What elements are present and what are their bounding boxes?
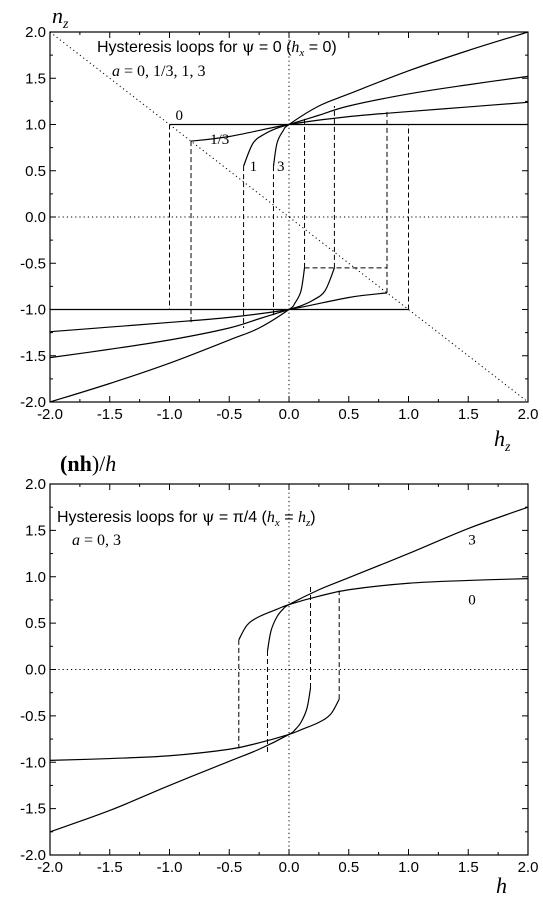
chart-bottom-ylabel-var: h [105,451,116,476]
chart-bottom-xlabel: h [496,873,507,898]
chart-bottom-title-prefix: Hysteresis loops for [57,509,202,526]
chart-bottom-x-tick-label-8: 2.0 [518,859,539,876]
chart-top-hysteresis-psi-0: -2.0 -1.5 -1.0 -0.5 0.0 0.5 1.0 1.5 2.0 2.0 1.5 1.0… [20,3,538,455]
chart-bottom-y-tick-label-6: -1.0 [20,754,46,771]
chart-bottom-y-tick-label-3: 0.5 [25,615,46,632]
chart-top-subtitle-values: = 0, 1/3, 1, 3 [120,63,205,80]
chart-bottom-ylabel: (nh)/h [60,451,116,476]
chart-top-y-tick-label-3: 0.5 [25,163,46,180]
chart-top-ylabel-var: n [52,3,63,28]
chart-bottom-title: Hysteresis loops for ψ = π/4 (hx = hz) [57,507,316,529]
chart-bottom-x-tick-label-6: 1.0 [398,859,419,876]
chart-bottom-title-hsub: x [274,517,280,529]
chart-top-title-hval: = 0) [304,39,336,56]
chart-top-series-1-lower-branch [49,292,388,333]
chart-bottom-y-tick-label-2: 1.0 [25,569,46,586]
chart-bottom-title-hvar2: h [298,509,306,526]
chart-top-subtitle: a = 0, 1/3, 1, 3 [112,63,205,80]
chart-top-x-tick-label-0: -2.0 [37,406,63,423]
chart-bottom-subtitle-var: a [72,532,80,549]
chart-top-series-3-upper-branch [272,31,529,167]
chart-top-y-tick-label-6: -1.0 [20,302,46,319]
chart-top-y-tick-label-2: 1.0 [25,117,46,134]
chart-top-title: Hysteresis loops for ψ = 0 (hx = 0) [97,37,337,59]
chart-top-xlabel-sub: z [504,440,511,455]
chart-top-series-2-lower-branch [49,267,335,359]
chart-top-title-hvar: h [291,39,299,56]
chart-bottom-y-tick-label-8: -2.0 [20,847,46,864]
chart-top-y-tick-label-1: 1.5 [25,70,46,87]
chart-top-xlabel-var: h [494,426,505,451]
chart-bottom-series-1-upper-branch [266,506,529,652]
chart-top-plot-area: -2.0 -1.5 -1.0 -0.5 0.0 0.5 1.0 1.5 2.0 2.0 1.5 1.0… [20,24,538,423]
chart-top-subtitle-var: a [112,63,120,80]
chart-top-series-2-upper-branch [243,75,529,167]
chart-bottom-title-hsub2: z [305,517,311,529]
chart-top-series-1-upper-branch [190,101,529,142]
chart-bottom-y-tick-label-0: 2.0 [25,476,46,493]
chart-top-title-psi-value: = 0 ( [254,39,292,56]
chart-top-y-tick-label-4: 0.0 [25,209,46,226]
chart-bottom-ylabel-open: ( [60,451,67,476]
chart-bottom-series-1-lower-branch [49,687,312,833]
chart-top-y-tick-label-7: -1.5 [20,348,46,365]
chart-top-curve-label-0: 0 [175,108,183,124]
chart-bottom-title-hvar: h [267,509,275,526]
chart-top-y-tick-label-0: 2.0 [25,24,46,41]
chart-bottom-title-psi: ψ [202,507,215,526]
chart-top-curve-label-3: 3 [277,159,285,175]
chart-top-x-tick-label-4: 0.0 [279,406,300,423]
chart-bottom-title-hval: = [280,509,298,526]
chart-top-title-prefix: Hysteresis loops for [97,39,242,56]
chart-bottom-y-tick-label-5: -0.5 [20,708,46,725]
chart-bottom-hysteresis-psi-pi-4: -2.0 -1.5 -1.0 -0.5 0.0 0.5 1.0 1.5 2.0 2.0 1.5 1.0… [20,451,538,898]
chart-top-x-tick-label-1: -1.5 [97,406,123,423]
chart-top-title-psi: ψ [242,37,255,56]
chart-bottom-x-tick-label-7: 1.5 [458,859,479,876]
chart-bottom-x-tick-label-5: 0.5 [338,859,359,876]
chart-top-x-tick-label-3: -0.5 [216,406,242,423]
chart-bottom-title-hend: ) [310,509,315,526]
chart-bottom-title-psi-value: = π/4 ( [214,509,267,526]
chart-bottom-series-0-lower-branch [49,698,340,761]
chart-bottom-xlabel-var: h [496,873,507,898]
chart-bottom-ylabel-close: )/ [92,451,106,476]
chart-top-series-3-lower-branch [49,267,306,403]
chart-bottom-y-tick-label-4: 0.0 [25,662,46,679]
chart-bottom-y-tick-label-7: -1.5 [20,801,46,818]
chart-top-title-hsub: x [298,47,304,59]
chart-top-x-tick-label-6: 1.0 [398,406,419,423]
chart-bottom-curve-label-0: 3 [468,532,476,548]
chart-bottom-x-tick-label-1: -1.5 [97,859,123,876]
chart-top-ylabel-sub: z [62,17,69,32]
chart-top-y-tick-label-8: -2.0 [20,394,46,411]
chart-bottom-x-tick-label-3: -0.5 [216,859,242,876]
chart-bottom-curve-label-1: 0 [468,593,476,609]
chart-top-xlabel: hz [494,426,511,455]
chart-top-x-tick-label-8: 2.0 [518,406,539,423]
chart-bottom-plot-area: -2.0 -1.5 -1.0 -0.5 0.0 0.5 1.0 1.5 2.0 2.0 1.5 1.0… [20,476,538,876]
chart-bottom-x-tick-label-0: -2.0 [37,859,63,876]
chart-bottom-x-tick-label-2: -1.0 [157,859,183,876]
chart-top-y-tick-label-5: -0.5 [20,255,46,272]
chart-top-ylabel: nz [52,3,69,32]
chart-top-curve-label-1: 1/3 [210,132,229,148]
chart-top-curve-label-2: 1 [250,159,258,175]
chart-bottom-x-tick-label-4: 0.0 [279,859,300,876]
chart-bottom-series-0-upper-branch [238,578,529,641]
chart-bottom-y-tick-label-1: 1.5 [25,522,46,539]
chart-bottom-subtitle: a = 0, 3 [72,532,121,549]
chart-top-x-tick-label-2: -1.0 [157,406,183,423]
chart-top-x-tick-label-5: 0.5 [338,406,359,423]
chart-top-x-tick-label-7: 1.5 [458,406,479,423]
chart-bottom-subtitle-values: = 0, 3 [80,532,121,549]
chart-bottom-ylabel-bold: nh [67,451,91,476]
